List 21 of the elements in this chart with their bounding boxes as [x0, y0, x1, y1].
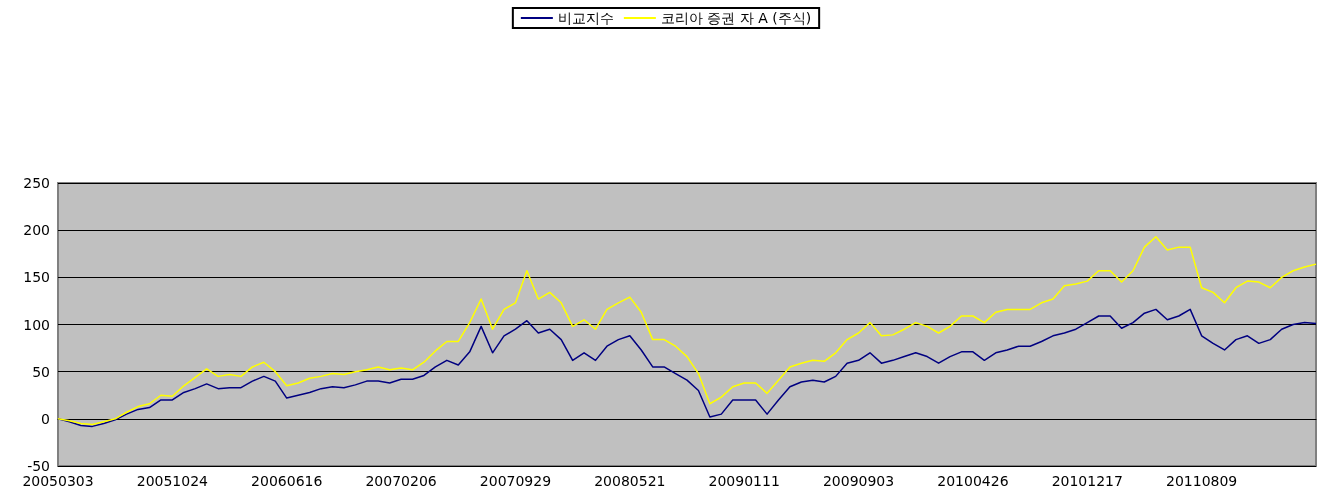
y-tick-label: -50 [27, 458, 50, 474]
legend-label: 비교지수 [557, 10, 614, 26]
x-tick-label: 20110809 [1166, 473, 1238, 489]
x-tick-label: 20070206 [365, 473, 437, 489]
y-tick-label: 200 [23, 222, 50, 239]
y-tick-label: 50 [32, 363, 50, 380]
x-tick-label: 20050303 [22, 473, 94, 489]
y-tick-label: 250 [23, 175, 50, 191]
x-tick-label: 20051024 [136, 473, 209, 489]
x-tick-label: 20080521 [594, 473, 666, 489]
legend-label: 코리아 증권 자 A (주식) [660, 10, 812, 26]
x-tick-label: 20090111 [708, 473, 780, 489]
x-tick-label: 20060616 [251, 473, 323, 489]
y-tick-label: 100 [23, 316, 50, 333]
x-tick-label: 20100426 [937, 473, 1009, 489]
y-tick-label: 0 [41, 410, 50, 427]
x-tick-label: 20090903 [822, 473, 895, 489]
y-tick-label: 150 [23, 269, 50, 286]
x-tick-label: 20070929 [479, 473, 552, 489]
line-series [57, 236, 1317, 426]
x-tick-label: 20101217 [1051, 473, 1123, 489]
